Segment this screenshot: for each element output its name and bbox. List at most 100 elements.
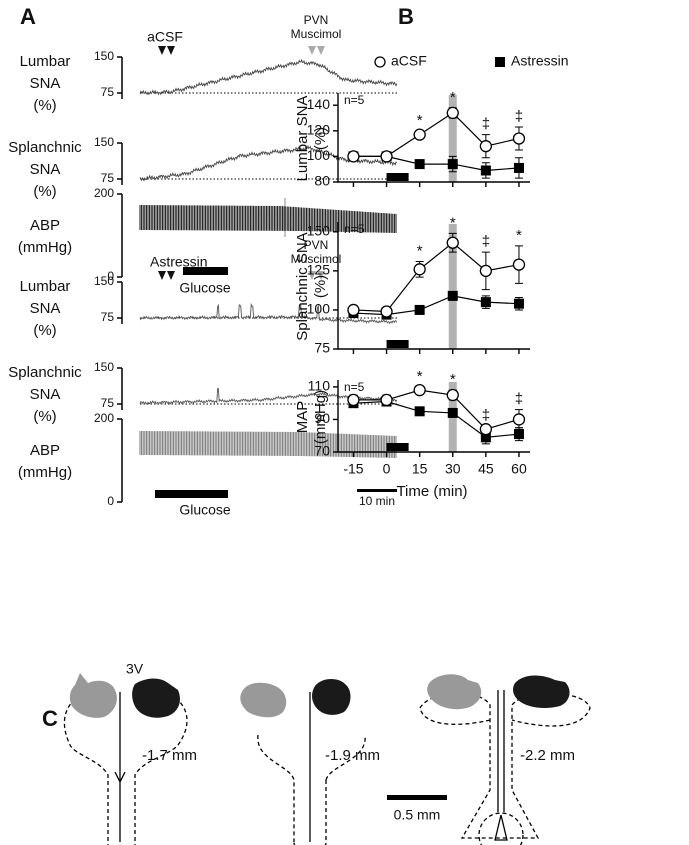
data-point bbox=[447, 159, 458, 170]
tick-label: 150 bbox=[94, 49, 114, 63]
y-tick-label: 100 bbox=[307, 301, 331, 317]
ventricle-lines bbox=[114, 690, 508, 842]
trace-label: (%) bbox=[33, 322, 56, 339]
recording-trace bbox=[139, 431, 397, 458]
legend-label: Astressin bbox=[511, 53, 569, 69]
x-tick-label: -15 bbox=[343, 461, 363, 477]
scale-label: 0.5 mm bbox=[394, 807, 441, 823]
trace-label: (mmHg) bbox=[18, 464, 72, 481]
significance-mark: * bbox=[450, 371, 456, 388]
data-point bbox=[479, 423, 493, 436]
x-axis-label: Time (min) bbox=[396, 483, 467, 500]
tick-label: 0 bbox=[107, 494, 114, 508]
panel-label: C bbox=[42, 706, 58, 731]
marker-label: aCSF bbox=[147, 29, 183, 45]
data-point bbox=[512, 132, 526, 145]
y-tick-label: 140 bbox=[307, 96, 331, 112]
data-point bbox=[414, 304, 425, 315]
section-label: 3V bbox=[126, 661, 144, 677]
x-tick-label: 45 bbox=[478, 461, 494, 477]
data-point bbox=[447, 290, 458, 301]
trace-label: SNA bbox=[30, 386, 61, 403]
y-tick-label: 80 bbox=[314, 173, 330, 189]
y-axis-label: Lumbar SNA bbox=[294, 96, 311, 182]
significance-mark: ‡ bbox=[482, 116, 490, 133]
trace-label: SNA bbox=[30, 161, 61, 178]
y-tick-label: 120 bbox=[307, 122, 331, 138]
series-line bbox=[353, 241, 520, 313]
y-tick-label: 125 bbox=[307, 262, 331, 278]
y-tick-label: 110 bbox=[308, 378, 331, 394]
data-point bbox=[380, 393, 393, 407]
tick-label: 75 bbox=[101, 396, 115, 410]
series-line bbox=[353, 112, 520, 158]
trace-label: ABP bbox=[30, 442, 60, 459]
significance-mark: * bbox=[450, 214, 456, 231]
glucose-bar bbox=[155, 490, 228, 498]
data-point bbox=[447, 407, 458, 418]
x-tick-label: 15 bbox=[412, 461, 428, 477]
tick-label: 75 bbox=[101, 85, 115, 99]
y-tick-label: 90 bbox=[314, 410, 330, 426]
data-point bbox=[347, 150, 360, 163]
legend-marker bbox=[495, 57, 505, 67]
x-tick-label: 60 bbox=[511, 461, 527, 477]
trace-label: SNA bbox=[30, 300, 61, 317]
significance-mark: ‡ bbox=[482, 233, 490, 250]
data-point bbox=[414, 159, 425, 170]
trace-label: ABP bbox=[30, 217, 60, 234]
y-axis-label: Splanchnic SNA bbox=[294, 232, 311, 340]
x-tick-label: 30 bbox=[445, 461, 461, 477]
y-axis-label: (mmHg) bbox=[312, 390, 329, 444]
injection-marker bbox=[317, 46, 325, 55]
marker-label: Muscimol bbox=[291, 252, 342, 266]
y-axis-label: MAP bbox=[294, 401, 311, 434]
data-point bbox=[480, 165, 491, 176]
section-label: -1.7 mm bbox=[142, 747, 197, 764]
section-label: -2.2 mm bbox=[520, 747, 575, 764]
x-tick-label: 0 bbox=[383, 461, 391, 477]
y-tick-label: 150 bbox=[307, 223, 331, 239]
trace-label: Lumbar bbox=[20, 278, 71, 295]
glucose-label: Glucose bbox=[179, 280, 231, 296]
data-point bbox=[513, 429, 524, 440]
data-point bbox=[480, 297, 491, 308]
data-point bbox=[446, 236, 459, 249]
marker-label: PVN bbox=[304, 238, 329, 252]
y-tick-label: 100 bbox=[307, 147, 331, 163]
injection-marker bbox=[308, 46, 316, 55]
data-point bbox=[347, 393, 360, 407]
marker-label: Muscimol bbox=[291, 27, 342, 41]
glucose-bar bbox=[386, 340, 409, 348]
legend-label: aCSF bbox=[391, 53, 427, 69]
trace-label: Lumbar bbox=[20, 53, 71, 70]
axes bbox=[337, 222, 530, 350]
data-point bbox=[479, 264, 493, 278]
series-line bbox=[353, 295, 519, 316]
panel-label: B bbox=[398, 4, 414, 29]
tick-label: 75 bbox=[101, 310, 115, 324]
glucose-bar bbox=[386, 443, 409, 451]
trace-label: (%) bbox=[33, 97, 56, 114]
recording-trace bbox=[139, 58, 398, 96]
tick-label: 150 bbox=[94, 135, 114, 149]
data-point bbox=[512, 413, 526, 426]
y-tick-label: 70 bbox=[314, 443, 330, 459]
injection-marker bbox=[158, 271, 166, 280]
significance-mark: * bbox=[417, 368, 423, 385]
data-point bbox=[480, 432, 491, 443]
note: n=5 bbox=[344, 93, 365, 107]
scale-bar bbox=[357, 489, 397, 492]
data-point bbox=[479, 140, 493, 153]
significance-mark: * bbox=[450, 89, 456, 106]
data-point bbox=[446, 388, 459, 402]
injection-marker bbox=[167, 271, 175, 280]
highlight-band bbox=[448, 95, 457, 182]
scale-label: 10 min bbox=[359, 494, 395, 508]
trace-label: (%) bbox=[33, 183, 56, 200]
significance-mark: ‡ bbox=[482, 407, 490, 424]
glucose-bar bbox=[386, 173, 409, 181]
glucose-bar bbox=[183, 267, 228, 275]
tick-label: 150 bbox=[94, 360, 114, 374]
trace-label: Splanchnic bbox=[8, 139, 82, 156]
